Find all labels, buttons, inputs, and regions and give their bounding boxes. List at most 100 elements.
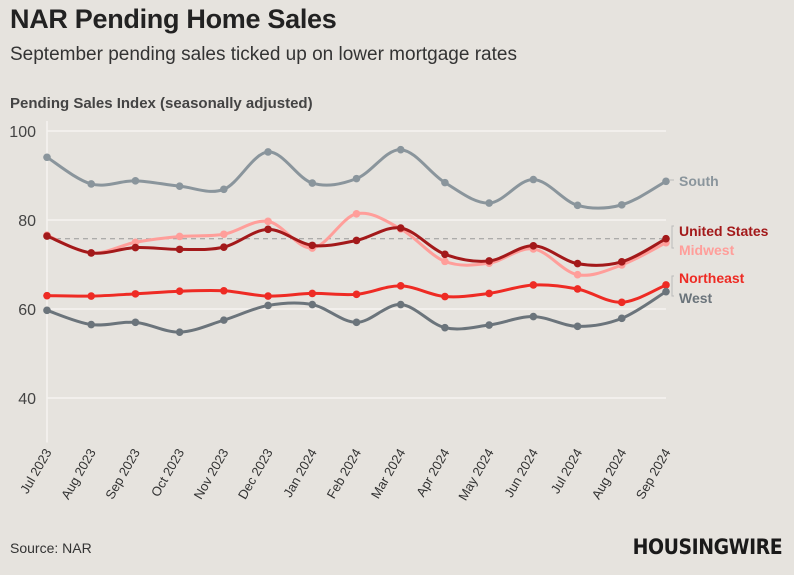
y-tick-label: 40: [18, 391, 36, 408]
data-point: [617, 258, 626, 266]
y-axis-label: Pending Sales Index (seasonally adjusted…: [10, 95, 313, 112]
series-label: South: [679, 173, 719, 189]
data-point: [175, 245, 184, 254]
data-point: [43, 153, 51, 162]
data-point: [131, 290, 140, 298]
x-tick-label: Dec 2023: [235, 446, 276, 502]
data-point: [264, 301, 272, 310]
data-point: [87, 249, 96, 257]
data-point: [441, 257, 449, 266]
data-point: [352, 318, 361, 327]
data-point: [529, 175, 538, 184]
x-tick-label: Aug 2023: [58, 446, 99, 502]
series-label: Northeast: [679, 270, 745, 286]
data-point: [573, 201, 582, 210]
y-tick-label: 100: [9, 124, 36, 141]
x-tick-label: Mar 2024: [368, 446, 408, 501]
data-point: [131, 177, 140, 185]
data-point: [529, 281, 538, 289]
chart-subtitle: September pending sales ticked up on low…: [10, 44, 517, 65]
data-point: [131, 318, 140, 327]
x-tick-label: Sep 2024: [633, 446, 674, 502]
data-point: [87, 292, 96, 300]
chart-title: NAR Pending Home Sales: [10, 4, 337, 34]
label-bracket: [671, 225, 674, 249]
data-point: [175, 182, 184, 190]
x-tick-label: Sep 2023: [102, 446, 143, 502]
data-point: [396, 145, 405, 154]
x-tick-label: Jun 2024: [501, 446, 541, 500]
data-point: [220, 230, 228, 239]
data-point: [175, 287, 184, 296]
data-point: [617, 298, 626, 307]
data-point: [264, 225, 272, 234]
data-point: [662, 177, 670, 186]
data-point: [352, 236, 361, 245]
data-point: [308, 300, 317, 309]
data-point: [264, 148, 272, 156]
x-tick-label: Nov 2023: [191, 446, 232, 502]
series-label: West: [679, 290, 713, 306]
data-point: [43, 291, 51, 300]
data-point: [264, 217, 272, 226]
label-bracket: [671, 275, 674, 297]
data-point: [175, 328, 184, 336]
data-point: [396, 300, 405, 309]
series-line-united-states: [46, 226, 667, 267]
y-tick-label: 80: [18, 213, 36, 230]
housingwire-logo: HOUSINGWIRE: [632, 535, 782, 559]
x-tick-label: Aug 2024: [589, 446, 630, 502]
data-point: [175, 232, 184, 241]
x-tick-label: May 2024: [455, 446, 497, 503]
data-point: [43, 232, 51, 240]
data-point: [573, 259, 582, 268]
data-point: [662, 281, 670, 289]
data-point: [573, 322, 582, 331]
data-point: [441, 178, 449, 187]
data-point: [87, 180, 96, 188]
data-point: [485, 321, 493, 329]
data-point: [573, 285, 582, 293]
data-point: [662, 287, 670, 296]
data-point: [43, 306, 51, 315]
data-point: [220, 185, 228, 194]
data-point: [308, 241, 317, 250]
data-point: [396, 224, 405, 232]
series-label: United States: [679, 223, 769, 239]
data-point: [308, 289, 317, 298]
data-point: [352, 209, 361, 218]
source-note: Source: NAR: [10, 540, 92, 556]
data-point: [131, 238, 140, 247]
data-point: [485, 199, 493, 207]
x-tick-label: Jul 2024: [548, 446, 586, 496]
data-point: [441, 323, 449, 332]
data-point: [485, 289, 493, 298]
x-tick-label: Jul 2023: [17, 446, 55, 496]
data-point: [264, 292, 272, 300]
x-tick-label: Oct 2023: [148, 446, 187, 499]
data-point: [529, 242, 538, 250]
data-point: [617, 314, 626, 323]
x-tick-label: Feb 2024: [324, 446, 364, 501]
y-tick-label: 60: [18, 302, 36, 319]
data-point: [529, 312, 538, 321]
data-point: [617, 201, 626, 209]
data-point: [441, 250, 449, 259]
data-point: [87, 320, 96, 329]
data-point: [220, 286, 228, 295]
data-point: [220, 316, 228, 324]
data-point: [485, 257, 493, 265]
data-point: [352, 290, 361, 299]
data-point: [573, 270, 582, 279]
series-label: Midwest: [679, 242, 735, 258]
data-point: [352, 174, 361, 183]
data-point: [131, 243, 140, 252]
data-point: [662, 234, 670, 243]
x-tick-label: Jan 2024: [280, 446, 320, 500]
data-point: [396, 282, 405, 290]
data-point: [220, 243, 228, 251]
x-tick-label: Apr 2024: [413, 446, 452, 499]
data-point: [308, 179, 317, 187]
data-point: [441, 292, 449, 301]
